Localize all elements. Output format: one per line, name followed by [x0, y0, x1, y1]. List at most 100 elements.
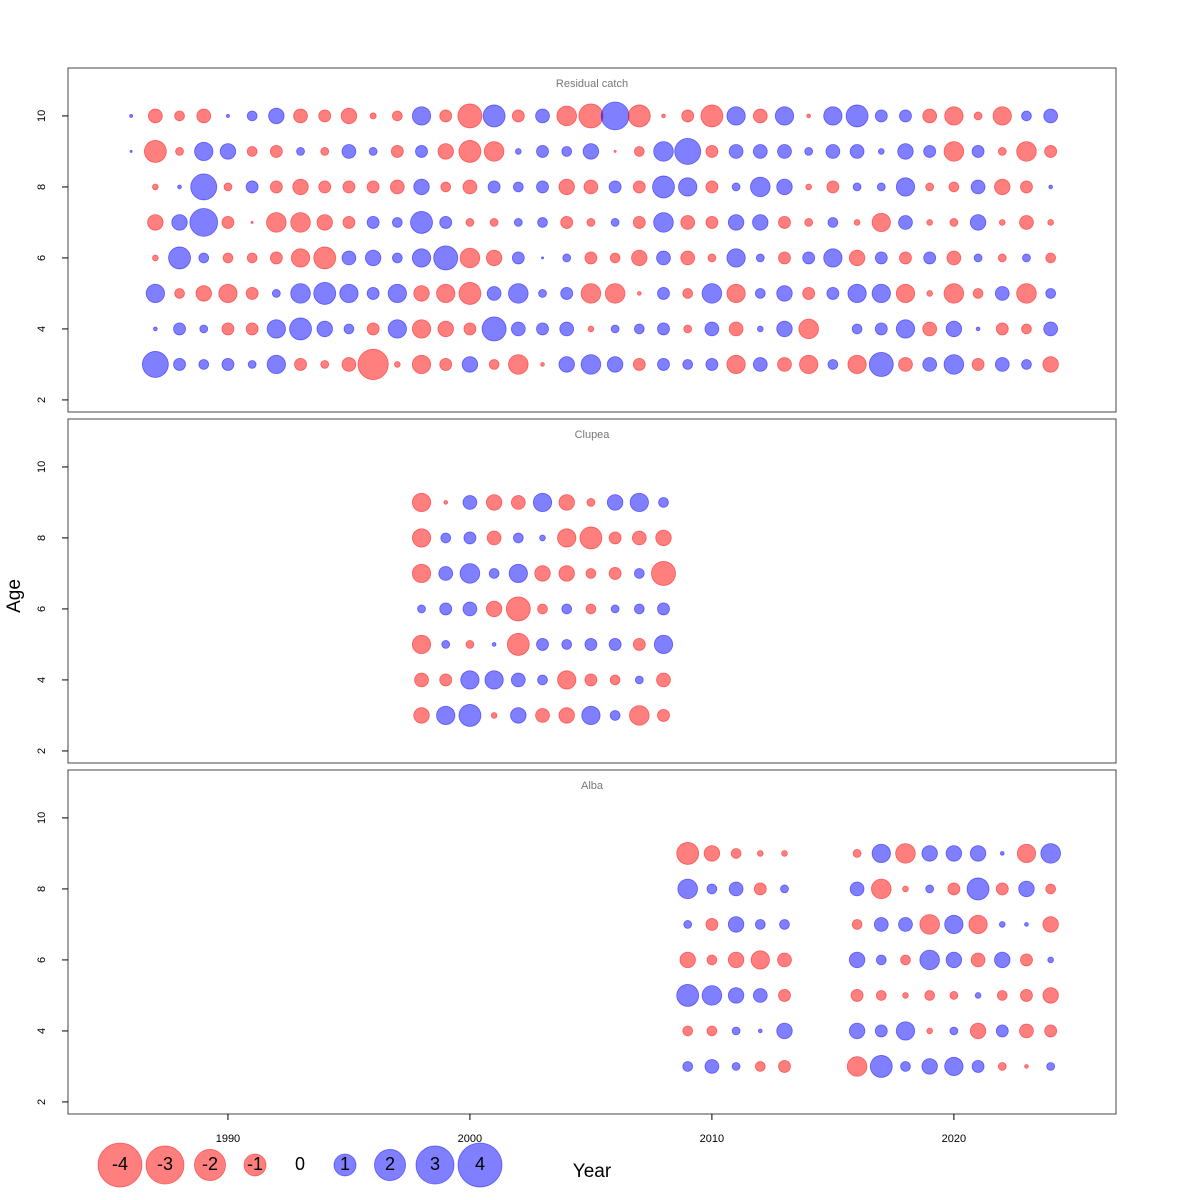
bubble — [994, 357, 1010, 372]
bubble — [341, 250, 357, 266]
y-tick-label: 6 — [36, 606, 48, 612]
bubble — [195, 285, 212, 302]
bubble — [223, 182, 233, 192]
bubble — [657, 287, 670, 300]
bubble — [727, 951, 745, 969]
bubble — [726, 106, 746, 126]
bubble — [657, 602, 670, 616]
bubble — [969, 845, 987, 862]
bubble — [704, 321, 720, 337]
bubble — [246, 252, 258, 264]
bubble — [676, 984, 700, 1007]
bubble — [805, 183, 813, 191]
bubble — [994, 951, 1011, 969]
bubble — [678, 177, 698, 197]
bubble — [1044, 145, 1058, 158]
bubble — [705, 216, 719, 229]
bubble — [846, 1056, 868, 1077]
bubble — [343, 323, 355, 335]
bubble — [411, 563, 432, 584]
bubble — [731, 182, 741, 192]
bubble — [313, 282, 337, 305]
bubble — [1044, 1024, 1058, 1038]
bubble — [221, 216, 235, 229]
y-tick-label: 8 — [36, 535, 48, 541]
bubble — [290, 248, 311, 268]
bubble — [778, 251, 791, 265]
bubble — [613, 149, 617, 153]
bubble — [653, 634, 674, 655]
legend-label: 0 — [295, 1154, 305, 1174]
bubble — [1047, 956, 1054, 964]
bubble — [1022, 253, 1031, 263]
bubble — [726, 283, 746, 304]
bubble — [895, 843, 916, 864]
bubble — [850, 989, 864, 1002]
bubble — [995, 882, 1009, 896]
bubble — [1016, 141, 1037, 162]
x-tick-label: 2020 — [942, 1133, 966, 1145]
bubble — [869, 1055, 893, 1078]
bubble — [847, 283, 867, 304]
panel-title: Clupea — [575, 429, 611, 441]
bubble — [701, 283, 723, 304]
bubble — [802, 251, 816, 265]
bubble — [679, 951, 696, 969]
bubble — [246, 146, 258, 157]
bubble — [997, 147, 1007, 156]
bubble — [557, 528, 577, 548]
bubble — [462, 601, 478, 617]
bubble — [194, 141, 214, 162]
bubble — [1045, 288, 1056, 299]
bubble — [781, 850, 788, 857]
bubble — [653, 141, 674, 162]
bubble — [129, 149, 133, 153]
bubble — [899, 251, 912, 265]
bubble — [485, 494, 503, 511]
bubble — [392, 252, 403, 264]
legend-bubble — [145, 1145, 185, 1185]
bubble — [676, 842, 700, 865]
bubble — [1048, 184, 1053, 190]
bubble — [512, 532, 524, 544]
bubble — [145, 283, 165, 304]
bubble — [366, 322, 380, 336]
bubble — [222, 252, 234, 264]
bubble — [776, 320, 793, 338]
bubble — [874, 322, 888, 336]
bubble — [177, 184, 182, 190]
bubble — [269, 180, 283, 194]
bubble — [532, 492, 553, 513]
bubble — [413, 178, 430, 196]
bubble — [998, 219, 1006, 226]
bubble — [1020, 180, 1033, 194]
bubble — [458, 140, 482, 163]
bubble — [411, 319, 432, 339]
bubble — [392, 110, 403, 122]
bubble — [728, 144, 744, 159]
bubble — [537, 674, 548, 686]
bubble — [971, 145, 985, 158]
bubble — [587, 325, 595, 333]
bubble — [190, 173, 218, 201]
bubble — [874, 251, 888, 265]
bubble — [921, 1058, 938, 1075]
bubble — [652, 175, 675, 199]
bubble — [269, 251, 283, 265]
bubble — [294, 358, 307, 371]
bubble — [537, 217, 548, 228]
y-tick-label: 10 — [36, 461, 48, 473]
y-tick-label: 4 — [36, 326, 48, 332]
bubble — [853, 219, 861, 226]
bubble — [780, 884, 789, 894]
bubble — [752, 357, 768, 372]
bubble — [410, 211, 433, 234]
bubble — [387, 319, 407, 339]
bubble — [902, 992, 909, 999]
bubble — [535, 708, 550, 723]
bubble — [728, 881, 744, 897]
bubble — [579, 526, 603, 550]
bubble — [600, 101, 630, 131]
y-tick-label: 4 — [36, 1028, 48, 1034]
bubble — [629, 705, 650, 726]
